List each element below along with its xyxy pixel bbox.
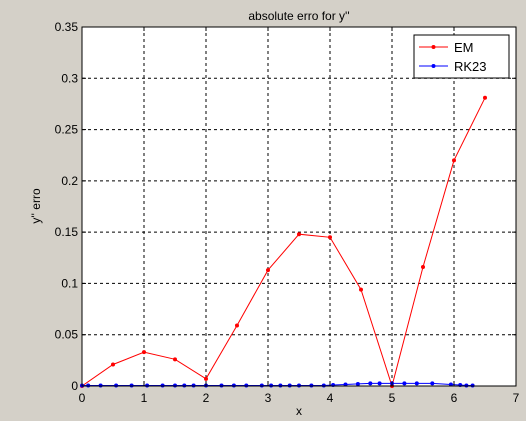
data-point-em	[421, 265, 425, 270]
data-point-rk23	[219, 383, 224, 388]
x-tick-label: 1	[141, 391, 148, 405]
data-point-rk23	[145, 383, 150, 388]
data-point-rk23	[368, 381, 373, 386]
legend-label-rk23: RK23	[454, 59, 487, 74]
legend-label-em: EM	[454, 40, 474, 55]
data-point-rk23	[244, 383, 249, 388]
data-point-rk23	[173, 383, 177, 388]
y-tick-label: 0.25	[55, 123, 79, 137]
data-point-rk23	[269, 383, 274, 388]
x-tick-label: 6	[451, 391, 458, 405]
data-point-rk23	[377, 381, 382, 386]
data-point-rk23	[297, 383, 301, 388]
x-tick-label: 5	[389, 391, 396, 405]
data-point-rk23	[309, 383, 314, 388]
data-point-rk23	[114, 383, 119, 388]
data-point-rk23	[160, 383, 165, 388]
data-point-em	[452, 158, 456, 163]
data-point-rk23	[430, 381, 435, 386]
data-point-rk23	[470, 383, 475, 388]
data-point-rk23	[464, 383, 469, 388]
plot-frame	[81, 26, 517, 387]
y-tick-label: 0.3	[61, 71, 78, 85]
data-point-rk23	[86, 383, 91, 388]
series-line-em	[81, 97, 486, 388]
data-point-em	[359, 287, 363, 292]
data-point-rk23	[287, 383, 292, 388]
x-tick-label: 4	[327, 391, 334, 405]
legend-marker-rk23	[431, 64, 436, 68]
data-point-rk23	[231, 383, 236, 388]
legend-marker-em	[431, 45, 436, 49]
x-tick-label: 3	[265, 391, 272, 405]
y-tick-label: 0.05	[55, 328, 79, 342]
legend-box	[413, 34, 510, 79]
x-axis-label: x	[296, 404, 302, 418]
data-point-em	[142, 350, 146, 355]
x-tick-label: 0	[79, 391, 86, 405]
data-point-em	[266, 268, 270, 273]
axis-ticks: 0 1 2 3 4 5 6 7 0 0.05 0.1 0.15 0.2 0.25 0.3 0.35	[55, 20, 520, 405]
y-tick-label: 0	[71, 379, 78, 393]
x-tick-label: 2	[203, 391, 210, 405]
x-tick-label: 7	[513, 391, 520, 405]
data-point-em	[111, 362, 115, 367]
chart-title: absolute erro for y''	[248, 9, 349, 23]
data-point-em	[173, 357, 177, 362]
y-tick-label: 0.35	[55, 20, 79, 34]
y-axis-label: y'' erro	[29, 188, 43, 224]
data-point-rk23	[98, 383, 103, 388]
data-point-rk23	[402, 381, 407, 386]
data-point-rk23	[278, 383, 283, 388]
data-point-rk23	[191, 383, 196, 388]
data-point-em	[328, 235, 332, 240]
plot-area	[82, 27, 516, 386]
y-tick-label: 0.2	[61, 174, 78, 188]
data-point-em	[235, 323, 239, 328]
data-point-rk23	[414, 381, 419, 386]
data-point-em	[483, 95, 487, 100]
y-tick-label: 0.1	[61, 276, 78, 290]
data-point-rk23	[182, 383, 187, 388]
data-point-rk23	[355, 381, 360, 386]
data-point-rk23	[321, 383, 326, 388]
data-point-rk23	[259, 383, 264, 388]
data-point-em	[204, 376, 208, 381]
data-point-em	[297, 232, 301, 237]
grid-lines	[82, 27, 516, 386]
data-point-rk23	[343, 382, 348, 387]
y-tick-label: 0.15	[55, 225, 79, 239]
data-point-rk23	[129, 383, 134, 388]
data-point-rk23	[448, 382, 453, 387]
legend: EM RK23	[413, 34, 510, 79]
